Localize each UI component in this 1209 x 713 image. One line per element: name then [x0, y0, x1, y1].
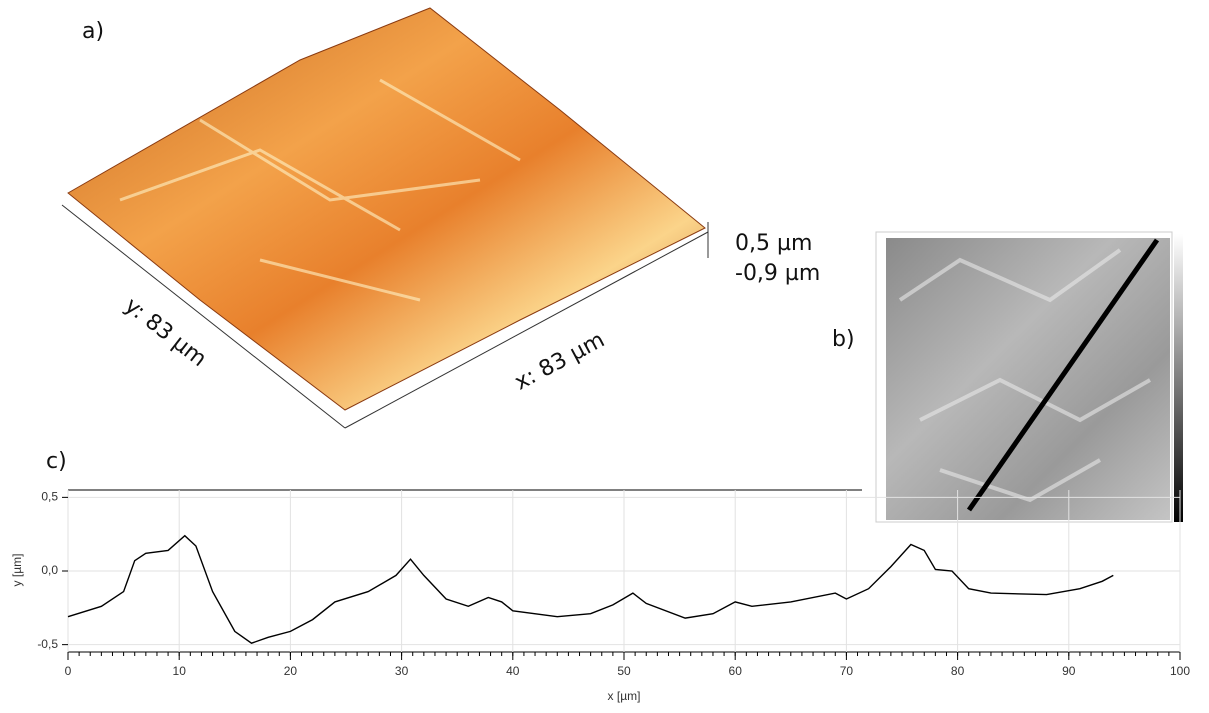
z-min-label: -0,9 µm [735, 261, 820, 286]
x-tick-label: 10 [173, 664, 187, 678]
y-size-label: y: 83 µm [120, 293, 211, 372]
x-tick-label: 30 [395, 664, 409, 678]
x-tick-label: 70 [840, 664, 854, 678]
y-axis-label: y [µm] [10, 554, 24, 587]
plot: 0 10 20 30 40 50 60 70 80 90 100 0,5 0,0 -0,5 [37, 490, 1190, 679]
profile-line [966, 238, 1160, 512]
surface-3d [67, 7, 706, 411]
axis-x-3d [344, 231, 709, 429]
x-size-label: x: 83 µm [511, 328, 609, 396]
x-tick-label: 100 [1170, 664, 1190, 678]
panel-label: c) [46, 449, 67, 474]
x-tick-label: 20 [284, 664, 298, 678]
profile-curve [67, 534, 1114, 644]
x-tick-label: 50 [617, 664, 631, 678]
y-tick-label: -0,5 [37, 637, 58, 651]
x-axis-label: x [µm] [608, 689, 641, 703]
x-tick-label: 0 [65, 664, 72, 678]
x-tick-label: 40 [506, 664, 520, 678]
colorbar [1174, 234, 1183, 522]
panel-label: b) [832, 327, 855, 352]
panel-label: a) [82, 19, 104, 44]
z-max-label: 0,5 µm [735, 231, 812, 256]
x-tick-label: 90 [1062, 664, 1076, 678]
x-tick-label: 60 [729, 664, 743, 678]
axis-y-3d [61, 204, 346, 429]
y-tick-label: 0,0 [41, 563, 58, 577]
surface-highlight [119, 78, 521, 302]
y-tick-label: 0,5 [41, 490, 58, 504]
x-tick-label: 80 [951, 664, 965, 678]
map-texture [898, 248, 1151, 503]
